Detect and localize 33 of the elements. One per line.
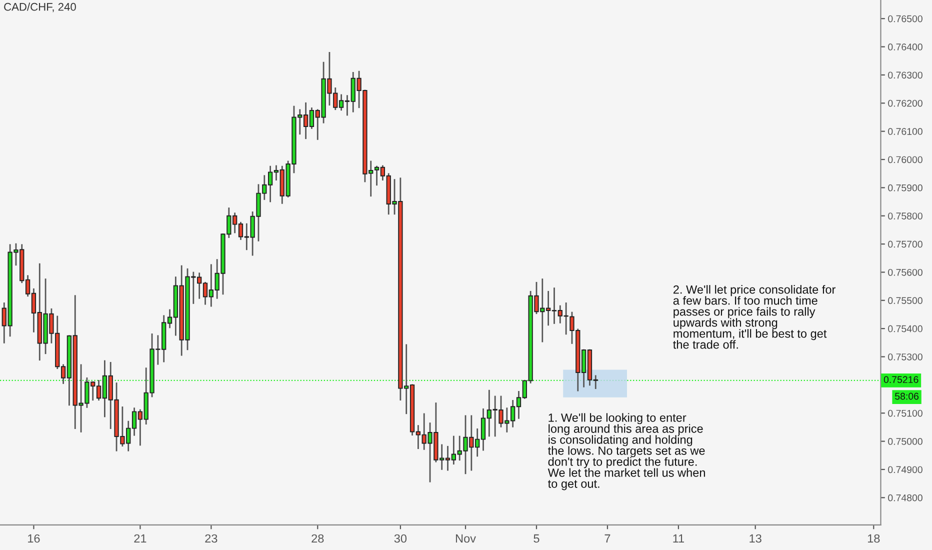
y-tick-label: 0.75000 — [888, 438, 922, 445]
y-tick-label: 0.76000 — [888, 156, 922, 164]
annotation: 2. We'll let price consolidate for a few bars. If too much time passes or price fails to rally upwards with strong momentum, it'll be best to get the trade off. — [673, 285, 836, 349]
x-tick-label: 7 — [604, 534, 610, 543]
y-tick-label: 0.76200 — [888, 100, 922, 107]
y-tick-label: 0.75300 — [888, 353, 922, 360]
x-tick-label: 5 — [534, 534, 540, 543]
y-tick-label: 0.76400 — [888, 44, 922, 50]
x-tick-label: 16 — [28, 534, 40, 543]
text: 58:06 — [895, 392, 919, 400]
x-tick-label: 23 — [205, 534, 218, 543]
y-tick-label: 0.76100 — [888, 128, 922, 135]
y-tick-label: 0.74800 — [888, 494, 922, 502]
x-tick-label: 18 — [868, 534, 880, 543]
y-tick-label: 0.75100 — [888, 410, 922, 417]
y-tick-label: 0.75900 — [888, 184, 922, 192]
y-tick-label: 0.75700 — [888, 240, 922, 248]
y-tick-label: 0.75500 — [888, 297, 922, 304]
y-tick-label: 0.76300 — [888, 72, 922, 79]
x-tick-label: 13 — [750, 534, 762, 543]
y-tick-label: 0.76500 — [888, 15, 922, 22]
x-tick-label: 21 — [134, 534, 146, 543]
x-tick-label: 30 — [394, 534, 407, 543]
chart-title: CAD/CHF, 240 — [4, 2, 76, 12]
annotation: 1. We'll be looking to enter long around this area as price is consolidating and holding the lows. No targets set as we don't try to predict the future. We let the market tell us when to get out. — [548, 413, 705, 490]
y-tick-label: 0.75400 — [888, 325, 922, 332]
ref-line-label: 0.75216 — [884, 376, 918, 384]
y-tick-label: 0.75800 — [888, 212, 922, 220]
y-tick-label: 0.75600 — [888, 268, 922, 276]
x-tick-label: 11 — [673, 534, 684, 543]
y-tick-label: 0.74900 — [888, 466, 922, 474]
x-tick-label: 28 — [312, 534, 324, 543]
x-tick-label: Nov — [456, 534, 476, 543]
